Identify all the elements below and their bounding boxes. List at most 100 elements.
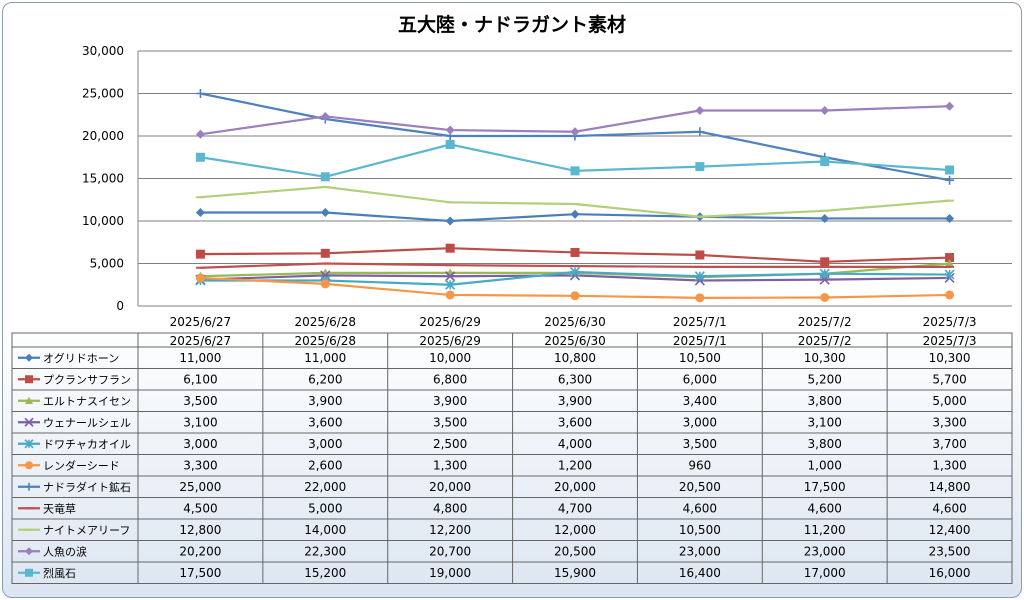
series [195, 273, 955, 303]
x-tick-label: 2025/6/28 [295, 315, 357, 329]
x-tick-label: 2025/7/2 [798, 315, 852, 329]
table-value-cell: 10,500 [679, 351, 721, 365]
table-value-cell: 3,600 [308, 415, 342, 429]
table-value-cell: 4,600 [932, 501, 966, 515]
table-value-cell: 20,000 [554, 480, 596, 494]
table-value-cell: 10,300 [929, 351, 971, 365]
y-tick-label: 25,000 [82, 87, 124, 101]
table-value-cell: 3,500 [183, 394, 217, 408]
point-marker [25, 482, 33, 491]
point-marker [320, 248, 330, 258]
series [195, 101, 955, 139]
point-marker [570, 247, 580, 257]
table-value-cell: 20,200 [179, 544, 221, 558]
point-marker [320, 279, 330, 289]
table-value-cell: 4,800 [433, 501, 467, 515]
x-tick-label: 2025/6/30 [544, 315, 606, 329]
table-value-cell: 17,500 [804, 480, 846, 494]
table-value-cell: 16,000 [929, 566, 971, 580]
y-tick-label: 30,000 [82, 44, 124, 58]
table-value-cell: 22,000 [304, 480, 346, 494]
table-value-cell: 2,500 [433, 437, 467, 451]
table-value-cell: 25,000 [179, 480, 221, 494]
point-marker [945, 175, 955, 185]
table-value-cell: 22,300 [304, 544, 346, 558]
table-value-cell: 6,300 [558, 372, 592, 386]
table-value-cell: 20,700 [429, 544, 471, 558]
point-marker [320, 172, 330, 182]
series [195, 243, 955, 267]
table-value-cell: 6,800 [433, 372, 467, 386]
table-value-cell: 5,700 [932, 372, 966, 386]
table-value-cell: 3,400 [683, 394, 717, 408]
table-value-cell: 12,200 [429, 523, 471, 537]
point-marker [570, 166, 580, 176]
point-marker [819, 268, 830, 279]
point-marker [695, 106, 705, 115]
table-value-cell: 6,000 [683, 372, 717, 386]
chart-title: 五大陸・ナドラガント素材 [397, 14, 626, 36]
y-tick-label: 5,000 [90, 257, 124, 271]
point-marker [320, 111, 330, 121]
table-value-cell: 3,500 [683, 437, 717, 451]
point-marker [694, 271, 705, 282]
table-value-cell: 5,000 [308, 501, 342, 515]
point-marker [945, 253, 955, 263]
point-marker [445, 140, 455, 149]
point-marker [695, 293, 705, 303]
point-marker [820, 213, 830, 223]
table-value-cell: 1,200 [558, 458, 592, 472]
series [195, 185, 955, 218]
table-header-cell: 2025/6/28 [295, 334, 357, 348]
table-value-cell: 3,900 [308, 394, 342, 408]
point-marker [445, 279, 456, 290]
point-marker [695, 127, 705, 137]
legend-label: ナドラダイト鉱石 [43, 480, 131, 494]
point-marker [820, 293, 830, 302]
point-marker [320, 208, 330, 217]
table-value-cell: 3,100 [808, 415, 842, 429]
point-marker [445, 243, 455, 253]
table-value-cell: 12,800 [179, 523, 221, 537]
point-marker [195, 249, 205, 259]
legend-label: プクランサフラン [43, 373, 131, 386]
table-value-cell: 960 [688, 458, 711, 472]
table-value-cell: 10,800 [554, 351, 596, 365]
table-value-cell: 4,500 [183, 501, 217, 515]
legend-label: オグリドホーン [43, 351, 119, 365]
point-marker [24, 439, 34, 449]
point-marker [195, 152, 205, 162]
table-value-cell: 17,500 [179, 566, 221, 580]
table-value-cell: 16,400 [679, 566, 721, 580]
table-header-cell: 2025/7/3 [923, 334, 977, 348]
x-tick-label: 2025/7/3 [923, 315, 977, 329]
point-marker [445, 290, 455, 300]
table-value-cell: 3,000 [308, 437, 342, 451]
point-marker [25, 547, 33, 556]
table-value-cell: 15,200 [304, 566, 346, 580]
table-value-cell: 23,000 [804, 544, 846, 558]
table-value-cell: 3,000 [183, 437, 217, 451]
x-tick-label: 2025/6/29 [419, 315, 481, 329]
table-value-cell: 3,300 [932, 415, 966, 429]
point-marker [25, 396, 33, 404]
table-value-cell: 23,500 [929, 544, 971, 558]
table-value-cell: 3,500 [433, 415, 467, 429]
legend-label: 人魚の涙 [43, 544, 87, 558]
table-value-cell: 3,100 [183, 415, 217, 429]
point-marker [570, 291, 580, 301]
point-marker [820, 157, 830, 166]
table-value-cell: 4,600 [683, 501, 717, 515]
table-header-cell: 2025/7/2 [798, 334, 852, 348]
point-marker [695, 250, 705, 260]
table-value-cell: 3,300 [183, 458, 217, 472]
table-value-cell: 4,700 [558, 501, 592, 515]
legend-label: 烈風石 [43, 566, 76, 580]
table-header-cell: 2025/6/27 [170, 334, 232, 348]
data-table-border [11, 332, 1013, 584]
point-marker [25, 375, 33, 384]
series [195, 208, 955, 226]
table-value-cell: 12,000 [554, 523, 596, 537]
table-value-cell: 10,300 [804, 351, 846, 365]
